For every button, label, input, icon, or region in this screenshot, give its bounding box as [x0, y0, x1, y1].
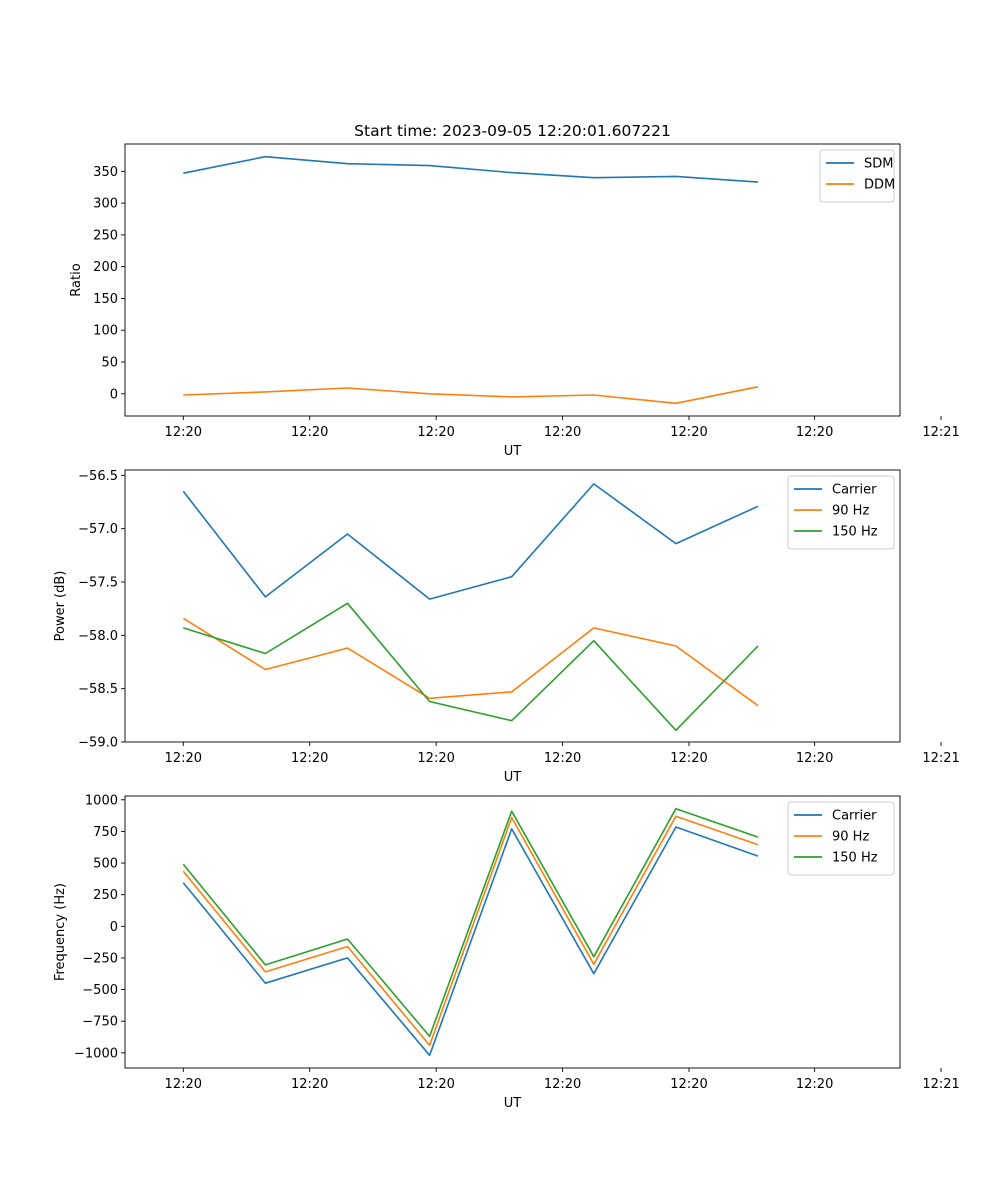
power-series-line-90-hz [182, 617, 759, 707]
ratio-y-axis-label: Ratio [69, 263, 84, 296]
frequency-y-tick-label: 1000 [85, 793, 118, 808]
frequency-legend-label: 90 Hz [832, 830, 869, 845]
ratio-y-tick-label: 100 [93, 324, 118, 339]
frequency-y-axis-label: Frequency (Hz) [53, 883, 68, 981]
power-legend-label: 90 Hz [832, 504, 869, 519]
frequency-legend-label: Carrier [832, 809, 877, 824]
frequency-x-tick-label: 12:20 [670, 1077, 707, 1092]
frequency-axes-frame [124, 795, 901, 1069]
power-series-line-150-hz [183, 602, 759, 732]
ratio-x-tick-label: 12:20 [544, 425, 581, 440]
ratio-y-tick-label: 350 [93, 165, 118, 180]
power-y-axis-label: Power (dB) [53, 571, 68, 642]
frequency-x-tick-label: 12:20 [796, 1077, 833, 1092]
frequency-series-line-150-hz [182, 807, 759, 1038]
power-axes-frame [124, 469, 901, 743]
power-series-line-carrier [182, 483, 759, 600]
ratio-axes-frame [124, 143, 901, 417]
frequency-x-tick-label: 12:20 [417, 1077, 454, 1092]
ratio-y-tick-label: 50 [101, 355, 118, 370]
frequency-x-tick-label: 12:20 [165, 1077, 202, 1092]
power-x-tick-label: 12:20 [417, 751, 454, 766]
power-x-tick-label: 12:20 [670, 751, 707, 766]
ratio-x-axis-label: UT [504, 444, 522, 459]
ratio-x-tick-label: 12:20 [165, 425, 202, 440]
frequency-legend-label: 150 Hz [832, 851, 878, 866]
ratio-y-tick-label: 250 [93, 228, 118, 243]
ratio-x-tick-label: 12:20 [291, 425, 328, 440]
ratio-y-tick-label: 200 [93, 260, 118, 275]
frequency-y-tick-label: −750 [82, 1015, 118, 1030]
power-x-axis-label: UT [504, 770, 522, 785]
power-panel: 12:20 12:20 12:20 12:20 12:20 12:20 12:21 −59.0… [53, 469, 960, 785]
frequency-y-tick-label: 250 [93, 888, 118, 903]
power-y-tick-label: −57.0 [78, 522, 118, 537]
frequency-x-tick-label: 12:20 [544, 1077, 581, 1092]
ratio-legend-label: SDM [864, 157, 893, 172]
power-y-tick-label: −57.5 [78, 576, 118, 591]
ratio-x-tick-label: 12:21 [922, 425, 959, 440]
power-legend-label: 150 Hz [832, 525, 878, 540]
frequency-x-tick-label: 12:21 [922, 1077, 959, 1092]
ratio-y-tick-label: 150 [93, 292, 118, 307]
ratio-x-tick-label: 12:20 [796, 425, 833, 440]
power-y-tick-label: −59.0 [78, 736, 118, 751]
power-x-tick-label: 12:20 [544, 751, 581, 766]
frequency-x-axis-label: UT [504, 1096, 522, 1111]
power-legend-label: Carrier [832, 483, 877, 498]
ratio-series-line-sdm [183, 155, 759, 183]
frequency-y-tick-label: −500 [82, 983, 118, 998]
frequency-series-line-carrier [182, 826, 759, 1057]
power-x-tick-label: 12:20 [291, 751, 328, 766]
frequency-y-tick-label: 500 [93, 857, 118, 872]
frequency-x-tick-label: 12:20 [291, 1077, 328, 1092]
figure-title: Start time: 2023-09-05 12:20:01.607221 [354, 122, 671, 140]
frequency-y-tick-label: −250 [82, 951, 118, 966]
ratio-y-tick-label: 300 [93, 197, 118, 212]
power-y-tick-label: −58.0 [78, 629, 118, 644]
ratio-panel: 12:20 12:20 12:20 12:20 12:20 12:20 12:21 0 50 10… [69, 143, 960, 459]
frequency-series-line-90-hz [182, 815, 759, 1046]
frequency-y-tick-label: −1000 [74, 1046, 118, 1061]
frequency-y-tick-label: 0 [110, 920, 118, 935]
power-y-tick-label: −58.5 [78, 682, 118, 697]
ratio-x-tick-label: 12:20 [670, 425, 707, 440]
ratio-x-tick-label: 12:20 [417, 425, 454, 440]
frequency-y-tick-label: 750 [93, 825, 118, 840]
power-x-tick-label: 12:20 [165, 751, 202, 766]
power-x-tick-label: 12:21 [922, 751, 959, 766]
frequency-panel: 12:20 12:20 12:20 12:20 12:20 12:20 12:21 −1000… [53, 793, 960, 1111]
ratio-series-line-ddm [183, 386, 759, 405]
power-y-tick-label: −56.5 [78, 469, 118, 484]
ratio-y-tick-label: 0 [110, 387, 118, 402]
power-x-tick-label: 12:20 [796, 751, 833, 766]
ratio-legend-label: DDM [864, 178, 895, 193]
